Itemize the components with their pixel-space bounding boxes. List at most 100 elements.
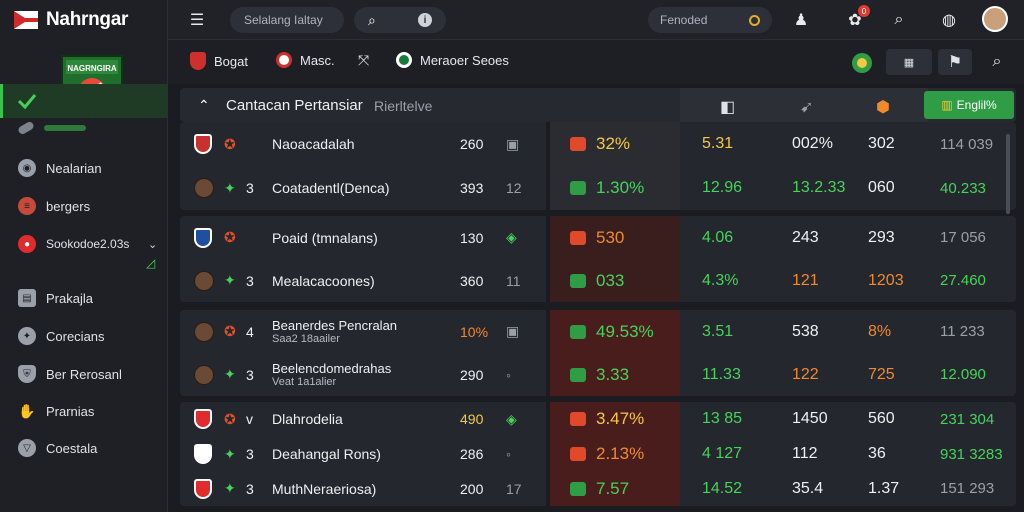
sidebar-item-label: Coestala: [46, 440, 98, 456]
team-crest-icon: [194, 401, 212, 437]
expand-icon[interactable]: ◿: [146, 256, 156, 270]
odds-col-4: 231 304: [940, 410, 995, 428]
sidebar-item-ber-rerosanl[interactable]: ⛨ Ber Rerosanl: [0, 356, 168, 392]
table-row[interactable]: ✦ 3 Beelencdomedrahas Veat 1a1alier 290 ◦ 3.33…: [180, 357, 1016, 393]
odds-col-1: 4 127: [702, 445, 743, 462]
headset-icon[interactable]: ◍: [942, 12, 956, 29]
odds-value: 3.47%: [596, 409, 645, 429]
target-icon: [276, 52, 292, 68]
highlight-column-label: Englil%: [956, 98, 997, 112]
table-row[interactable]: ✪ 4 Beanerdes Pencralan Saa2 18aailer 10% ▣ 49…: [180, 314, 1016, 350]
team-name: Beanerdes Pencralan Saa2 18aailer: [272, 314, 397, 350]
grid-icon: ▦: [903, 56, 915, 69]
odds-col-1: 11.33: [702, 365, 741, 383]
search-input[interactable]: Selalang Ialtay: [230, 7, 344, 33]
info-icon[interactable]: i: [418, 13, 432, 27]
subnav-item-meraoer[interactable]: Meraoer Seoes: [396, 52, 509, 68]
status-icon: ✦: [224, 445, 236, 462]
table-row[interactable]: ✦ 3 Coatadentl(Denca) 393 12 1.30% 12.96 13.2.3…: [180, 170, 1016, 206]
match-card[interactable]: ✪ Poaid (tmnalans) 130 ◈ 530 4.06 243 293 17 056…: [180, 216, 1016, 302]
collapse-icon[interactable]: ⌃: [198, 97, 210, 113]
scrollbar[interactable]: [1006, 134, 1010, 214]
team-name: Mealacacoones): [272, 272, 375, 289]
table-row[interactable]: ✪ v Dlahrodelia 490 ◈ 3.47% 13 85 1450 560 231 30…: [180, 401, 1016, 437]
sidebar-item-sookodoe[interactable]: ● Sookodoe2.03s ⌄: [0, 226, 168, 262]
search-icon[interactable]: ⌕: [992, 53, 1002, 70]
arrow-icon[interactable]: ➹: [800, 99, 814, 116]
team-crest-icon: [194, 170, 214, 206]
score: 490: [460, 411, 484, 428]
table-row[interactable]: ✦ 3 Mealacacoones) 360 11 033 4.3% 121 1203 27.46…: [180, 263, 1016, 299]
score: 290: [460, 366, 484, 383]
sidebar-item-label: Corecians: [46, 328, 105, 344]
table-row[interactable]: ✦ 3 MuthNeraeriosa) 200 17 7.57 14.52 35.4 1.37 1…: [180, 471, 1016, 507]
match-card[interactable]: ✪ 4 Beanerdes Pencralan Saa2 18aailer 10% ▣ 49…: [180, 310, 1016, 396]
table-row[interactable]: ✦ 3 Deahangal Rons) 286 ◦ 2.13% 4 127 112 36 931 …: [180, 436, 1016, 472]
sidebar-item-label: Prarnias: [46, 403, 95, 419]
match-card[interactable]: ✪ Naoacadalah 260 ▣ 32% 5.31 002% 302 114 039 ✦ 3 C…: [180, 122, 1016, 210]
odds-value: 7.57: [596, 478, 630, 498]
expand-arrows-icon[interactable]: ⤧: [358, 52, 370, 68]
odds-col-2: 538: [792, 322, 819, 340]
sidebar-item-prakajla[interactable]: ▤ Prakajla: [0, 280, 168, 316]
shield-icon: ◈: [506, 410, 517, 427]
table-row[interactable]: ✪ Poaid (tmnalans) 130 ◈ 530 4.06 243 293 17 056: [180, 220, 1016, 256]
sidebar-sub-item[interactable]: [17, 120, 86, 136]
topbar: ☰ Selalang Ialtay ⌕ i Fenoded ♟ ✿ 0 ⌕ ◍: [168, 0, 1024, 40]
card-divider: [546, 122, 550, 210]
tablet-icon: ▤: [18, 289, 36, 307]
flag-logo-icon: [14, 11, 38, 29]
subnav-item-bogat[interactable]: Bogat: [190, 52, 248, 70]
sidebar-active-item[interactable]: [0, 84, 168, 118]
sidebar-item-label: Ber Rerosanl: [46, 366, 122, 382]
avatar[interactable]: [982, 6, 1008, 32]
fenoded-input[interactable]: Fenoded: [648, 7, 772, 33]
odds-col-2: 122: [792, 365, 819, 383]
user-icon[interactable]: ♟: [793, 12, 809, 29]
sidebar-item-corecians[interactable]: ✦ Corecians: [0, 318, 168, 354]
subnav-item-masc[interactable]: Masc.: [276, 52, 335, 68]
odds-value: 32%: [596, 134, 631, 153]
chevron-down-icon[interactable]: ⌄: [148, 238, 158, 251]
search-icon[interactable]: ⌕: [894, 11, 904, 28]
odds-col-2: 243: [792, 228, 819, 246]
sidebar-item-coestala[interactable]: ▽ Coestala: [0, 430, 168, 466]
row-number: v: [246, 411, 253, 428]
brazil-flag-icon[interactable]: [852, 53, 872, 73]
globe-icon: ◉: [18, 159, 36, 177]
odds-icon: [570, 436, 586, 472]
sidebar-item-nealarian[interactable]: ◉ Nealarian: [0, 150, 168, 186]
shield-icon: ◦: [506, 366, 511, 383]
stat-icon[interactable]: ◧: [720, 99, 736, 116]
sidebar-item-label: Sookodoe2.03s: [46, 237, 130, 251]
grid-toggle[interactable]: ▦: [886, 49, 932, 75]
subnav-label: Meraoer Seoes: [420, 52, 509, 68]
search-toggle[interactable]: ⌕ i: [354, 7, 446, 33]
status-ring-icon: [749, 14, 760, 26]
search-icon[interactable]: ⌕: [368, 11, 376, 28]
team-crest-icon: [194, 436, 212, 472]
table-row[interactable]: ✪ Naoacadalah 260 ▣ 32% 5.31 002% 302 114 039: [180, 126, 1016, 162]
shield-icon: ◈: [506, 229, 517, 245]
odds-col-1: 4.06: [702, 228, 734, 246]
odds-col-1: 12.96: [702, 179, 743, 196]
gift-icon[interactable]: ✿: [848, 12, 862, 29]
crest-text: NAGRNGIRA: [67, 64, 117, 73]
team-name: Dlahrodelia: [272, 411, 343, 428]
menu-icon[interactable]: ☰: [189, 12, 205, 29]
secondary-stat: 17: [506, 480, 522, 497]
sidebar-item-label: Nealarian: [46, 160, 102, 176]
brand[interactable]: Nahrngar: [14, 8, 128, 32]
sidebar-item-bergers[interactable]: ≡ bergers: [0, 188, 168, 224]
pin-toggle[interactable]: ⚑: [938, 49, 972, 75]
odds-highlight-bg: [550, 216, 680, 302]
odds-col-3: 060: [868, 179, 895, 196]
match-card[interactable]: ✪ v Dlahrodelia 490 ◈ 3.47% 13 85 1450 560 231 30…: [180, 402, 1016, 506]
sidebar-item-prarnias[interactable]: ✋ Prarnias: [0, 393, 168, 429]
handshake-icon: ✋: [18, 402, 36, 419]
odds-col-1: 3.51: [702, 322, 734, 340]
status-icon: ✪: [224, 323, 236, 339]
highlight-column-header[interactable]: ▥ Englil%: [924, 91, 1014, 119]
team-subtitle: Saa2 18aailer: [272, 333, 340, 345]
coin-icon[interactable]: ⬢: [876, 99, 890, 116]
